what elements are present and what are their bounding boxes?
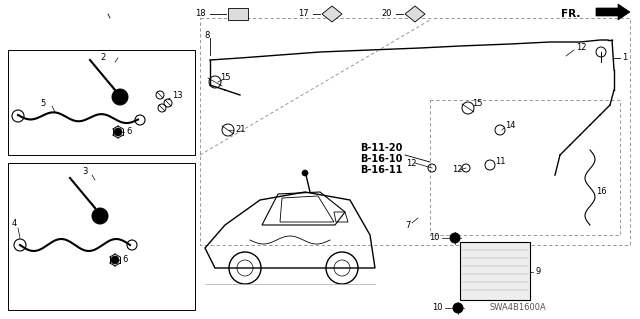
Text: 8: 8	[204, 31, 209, 40]
Polygon shape	[228, 8, 248, 20]
Text: 15: 15	[220, 73, 230, 83]
Circle shape	[453, 303, 463, 313]
Text: 15: 15	[472, 100, 483, 108]
Circle shape	[302, 170, 308, 176]
Polygon shape	[596, 4, 630, 20]
Text: 12: 12	[406, 159, 417, 167]
Text: 17: 17	[298, 10, 309, 19]
Text: 5: 5	[40, 100, 45, 108]
Text: 12: 12	[576, 43, 586, 53]
Circle shape	[92, 208, 108, 224]
Text: 7: 7	[405, 220, 410, 229]
Text: 14: 14	[505, 122, 515, 130]
Polygon shape	[322, 6, 342, 22]
Text: B-11-20: B-11-20	[360, 143, 403, 153]
Text: 13: 13	[172, 91, 182, 100]
Text: 6: 6	[122, 256, 127, 264]
Text: 16: 16	[596, 188, 607, 197]
Text: 3: 3	[82, 167, 88, 176]
Text: 2: 2	[100, 54, 105, 63]
Text: 4: 4	[12, 219, 17, 228]
Text: FR.: FR.	[561, 9, 580, 19]
Bar	[8, 50, 195, 155]
Text: 10: 10	[429, 234, 440, 242]
Bar	[430, 100, 620, 235]
Text: 12: 12	[452, 166, 463, 174]
Bar	[8, 163, 195, 310]
Text: 11: 11	[495, 158, 506, 167]
Bar	[460, 242, 530, 300]
Text: 1: 1	[622, 54, 627, 63]
Text: 20: 20	[381, 10, 392, 19]
Circle shape	[111, 256, 119, 264]
Bar	[200, 18, 630, 245]
Text: 6: 6	[126, 128, 131, 137]
Text: 10: 10	[433, 303, 443, 313]
Text: 21: 21	[235, 125, 246, 135]
Circle shape	[450, 233, 460, 243]
Circle shape	[114, 128, 122, 136]
Text: B-16-10: B-16-10	[360, 154, 403, 164]
Text: B-16-11: B-16-11	[360, 165, 403, 175]
Text: 9: 9	[535, 268, 540, 277]
Circle shape	[112, 89, 128, 105]
Text: 18: 18	[195, 10, 206, 19]
Polygon shape	[405, 6, 425, 22]
Text: SWA4B1600A: SWA4B1600A	[490, 303, 547, 313]
